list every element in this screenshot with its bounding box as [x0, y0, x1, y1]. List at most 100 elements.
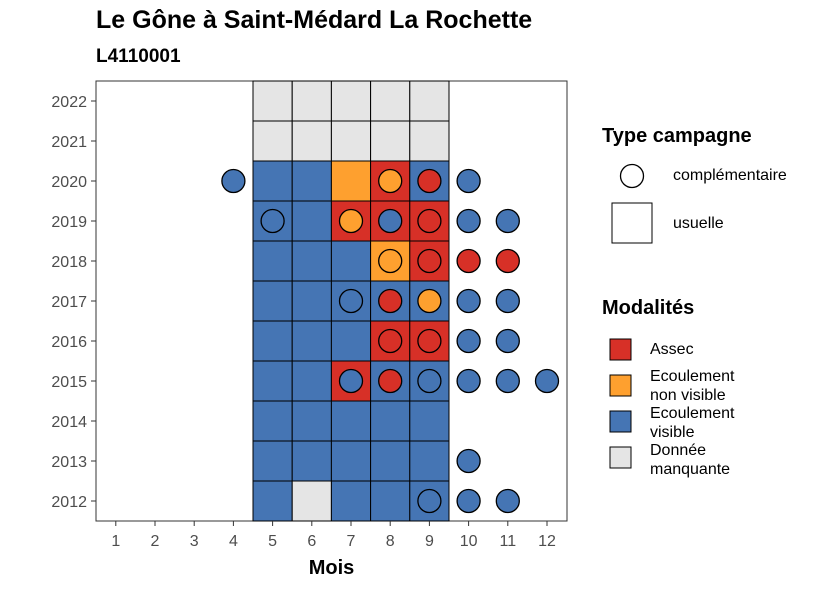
point-2017-10: [456, 288, 481, 314]
point-2017-9: [417, 288, 442, 314]
point-2018-8: [378, 248, 403, 274]
tile-2022-6: [291, 80, 332, 122]
point-2017-11: [495, 288, 520, 314]
legend-type-complementaire-key: [619, 163, 645, 189]
x-tick-label: 4: [229, 533, 238, 550]
point-2015-9: [417, 368, 442, 394]
point-2019-11: [495, 208, 520, 234]
x-tick-label: 12: [538, 533, 556, 550]
point-2019-7: [338, 208, 364, 234]
point-2019-9: [417, 208, 442, 234]
legend-item-ecoulement-visible-label: Ecoulement visible: [650, 405, 735, 441]
tile-2022-9: [409, 80, 450, 122]
tile-2012-8: [370, 480, 411, 522]
tile-2016-5: [252, 320, 293, 362]
y-tick-label: 2018: [51, 254, 87, 271]
point-2018-9: [417, 248, 442, 274]
x-tick-label: 8: [386, 533, 395, 550]
point-2016-10: [456, 328, 481, 354]
tile-2020-7: [330, 160, 372, 202]
x-tick-label: 1: [111, 533, 120, 550]
point-2012-10: [456, 488, 481, 514]
point-2019-8: [378, 208, 403, 234]
legend-item-ecoulement-non-visible-label: Ecoulement non visible: [650, 368, 735, 404]
y-tick-label: 2016: [51, 334, 87, 351]
tile-2017-5: [252, 280, 293, 322]
chart-title: Le Gône à Saint-Médard La Rochette: [96, 6, 533, 34]
tile-2014-9: [409, 400, 450, 442]
tile-2022-7: [330, 80, 372, 122]
tile-2022-5: [252, 80, 293, 122]
tile-2017-6: [291, 280, 332, 322]
x-tick-label: 6: [307, 533, 316, 550]
point-2020-10: [456, 168, 481, 194]
x-tick-label: 3: [190, 533, 199, 550]
point-2018-11: [495, 248, 520, 274]
tile-2018-7: [330, 240, 372, 282]
tile-2021-5: [252, 120, 293, 162]
point-2018-10: [456, 248, 481, 274]
y-tick-label: 2017: [51, 294, 87, 311]
x-tick-label: 2: [151, 533, 160, 550]
tile-2013-9: [409, 440, 450, 482]
tile-2020-6: [291, 160, 332, 202]
tile-2022-8: [370, 80, 411, 122]
legend-type-usuelle-key: [611, 202, 653, 244]
legend-modalite-key-1: [609, 374, 632, 397]
y-tick-label: 2015: [51, 374, 87, 391]
tile-2016-7: [330, 320, 372, 362]
point-2017-7: [338, 288, 364, 314]
tile-2018-5: [252, 240, 293, 282]
tile-2012-7: [330, 480, 372, 522]
tile-2019-6: [291, 200, 332, 242]
chart-subtitle: L4110001: [96, 46, 181, 67]
tile-2014-6: [291, 400, 332, 442]
tile-2015-6: [291, 360, 332, 402]
tile-2013-6: [291, 440, 332, 482]
tile-2018-6: [291, 240, 332, 282]
tile-2014-8: [370, 400, 411, 442]
point-2016-11: [495, 328, 520, 354]
x-axis-label: Mois: [309, 557, 355, 579]
tile-2021-6: [291, 120, 332, 162]
tile-2020-5: [252, 160, 293, 202]
tile-2014-7: [330, 400, 372, 442]
point-2015-7: [338, 368, 364, 394]
legend-modalite-key-3: [609, 446, 632, 469]
point-2019-10: [456, 208, 481, 234]
y-tick-label: 2013: [51, 454, 87, 471]
tile-2016-6: [291, 320, 332, 362]
tile-2012-5: [252, 480, 293, 522]
y-tick-label: 2014: [51, 414, 87, 431]
legend-modalite-key-0: [609, 338, 632, 361]
tile-2013-7: [330, 440, 372, 482]
point-2015-11: [495, 368, 520, 394]
tile-2012-6: [291, 480, 332, 522]
point-2015-10: [456, 368, 481, 394]
tile-2013-5: [252, 440, 293, 482]
legend-item-donnee-manquante-label: Donnée manquante: [650, 442, 731, 478]
point-2016-9: [417, 328, 442, 354]
y-tick-label: 2012: [51, 494, 87, 511]
legend-modalite-key-2: [609, 410, 632, 433]
tile-2021-7: [330, 120, 372, 162]
tile-2013-8: [370, 440, 411, 482]
point-2012-9: [417, 488, 442, 514]
point-2017-8: [378, 288, 403, 314]
x-tick-label: 7: [347, 533, 356, 550]
x-tick-label: 5: [268, 533, 277, 550]
y-tick-label: 2019: [51, 214, 87, 231]
y-tick-label: 2021: [51, 134, 87, 151]
y-tick-label: 2020: [51, 174, 87, 191]
y-tick-label: 2022: [51, 94, 87, 111]
legend-item-assec-label: Assec: [650, 341, 694, 358]
point-2020-9: [417, 168, 442, 194]
x-tick-label: 11: [499, 533, 516, 550]
tile-2014-5: [252, 400, 293, 442]
x-tick-label: 9: [425, 533, 434, 550]
point-2019-5: [260, 208, 285, 234]
point-2015-8: [378, 368, 403, 394]
legend-type-title: Type campagne: [602, 125, 752, 147]
tile-2021-8: [370, 120, 411, 162]
